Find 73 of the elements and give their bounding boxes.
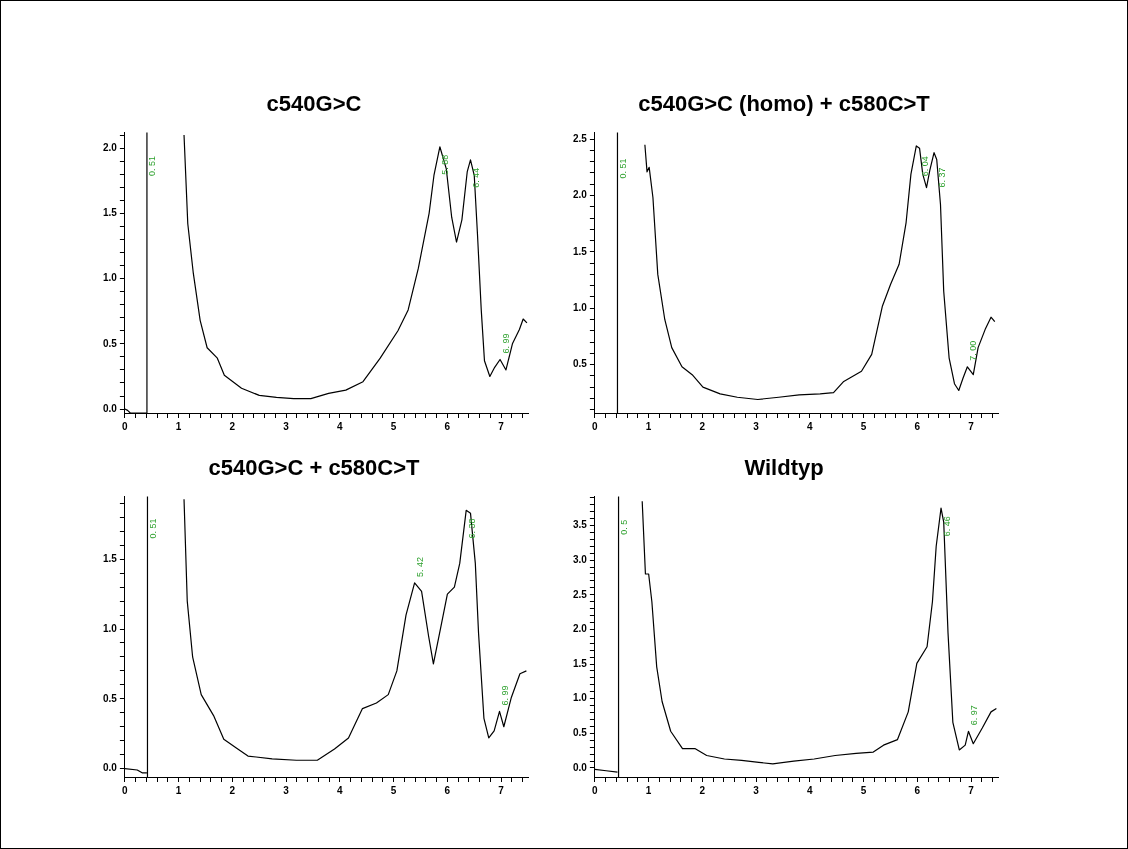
y-tick-label: 2.0 [573,623,588,635]
y-tick-label: 3.0 [573,553,588,565]
x-tick-label: 3 [753,784,760,796]
x-tick-label: 0 [592,420,599,432]
y-tick-label: 1.5 [573,657,588,669]
y-tick-label: 2.0 [573,189,588,201]
x-tick-label: 2 [229,420,236,432]
y-tick-label: 0.5 [573,358,588,370]
y-tick-label: 0.0 [573,761,588,773]
y-tick-label: 2.0 [103,141,118,153]
y-tick-label: 1.0 [573,692,588,704]
x-tick-label: 6 [914,784,921,796]
annotation: 6. 46 [941,516,952,537]
annotation: 0. 51 [617,158,628,179]
x-tick-label: 0 [592,784,599,796]
y-tick-label: 1.5 [103,207,118,219]
y-tick-label: 0.0 [103,402,118,414]
annotation: 0. 51 [147,156,158,177]
x-tick-label: 1 [175,784,182,796]
x-tick-label: 6 [444,420,451,432]
x-tick-label: 4 [807,420,814,432]
x-tick-label: 4 [337,784,344,796]
x-tick-label: 0 [122,420,129,432]
x-tick-label: 5 [860,420,867,432]
y-tick-label: 1.0 [103,272,118,284]
chart-title: Wildtyp [744,455,824,481]
x-tick-label: 7 [968,784,975,796]
annotation: 6. 04 [920,156,931,177]
x-tick-label: 4 [337,420,344,432]
x-tick-label: 1 [175,420,182,432]
y-tick-label: 0.5 [103,692,118,704]
x-tick-label: 4 [807,784,814,796]
y-tick-label: 1.0 [103,622,118,634]
annotation: 7. 00 [967,340,978,361]
annotation: 6. 99 [500,333,511,354]
x-tick-label: 2 [699,784,706,796]
annotation: 0. 5 [619,519,630,535]
y-tick-label: 0.0 [103,762,118,774]
x-tick-label: 7 [498,784,505,796]
x-tick-label: 5 [390,420,397,432]
y-tick-label: 1.5 [103,552,118,564]
y-tick-label: 3.5 [573,519,588,531]
annotation: 6. 99 [500,685,510,706]
x-tick-label: 6 [444,784,451,796]
x-tick-label: 1 [645,784,652,796]
y-tick-label: 0.5 [573,727,588,739]
annotation: 6. 97 [968,705,979,726]
x-tick-label: 3 [283,420,290,432]
x-tick-label: 3 [283,784,290,796]
annotation: 6. 38 [466,518,477,539]
annotation: 6. 37 [937,167,948,188]
annotation: 5. 88 [440,154,451,175]
chart-title: c540G>C (homo) + c580C>T [638,91,931,117]
x-tick-label: 0 [122,784,129,796]
chart-title: c540G>C + c580C>T [208,455,421,481]
y-tick-label: 1.5 [573,245,588,257]
x-tick-label: 5 [860,784,867,796]
y-tick-label: 2.5 [573,132,588,144]
x-tick-label: 7 [498,420,505,432]
x-tick-label: 5 [390,784,397,796]
y-tick-label: 0.5 [103,337,118,349]
chart-title: c540G>C [266,91,362,117]
x-tick-label: 2 [699,420,706,432]
annotation: 0. 51 [147,518,158,539]
x-tick-label: 3 [753,420,760,432]
annotation: 6. 44 [470,167,481,188]
x-tick-label: 6 [914,420,921,432]
y-tick-label: 1.0 [573,301,588,313]
y-tick-label: 2.5 [573,588,588,600]
x-tick-label: 7 [968,420,975,432]
x-tick-label: 2 [229,784,236,796]
x-tick-label: 1 [645,420,652,432]
annotation: 5. 42 [415,556,426,577]
